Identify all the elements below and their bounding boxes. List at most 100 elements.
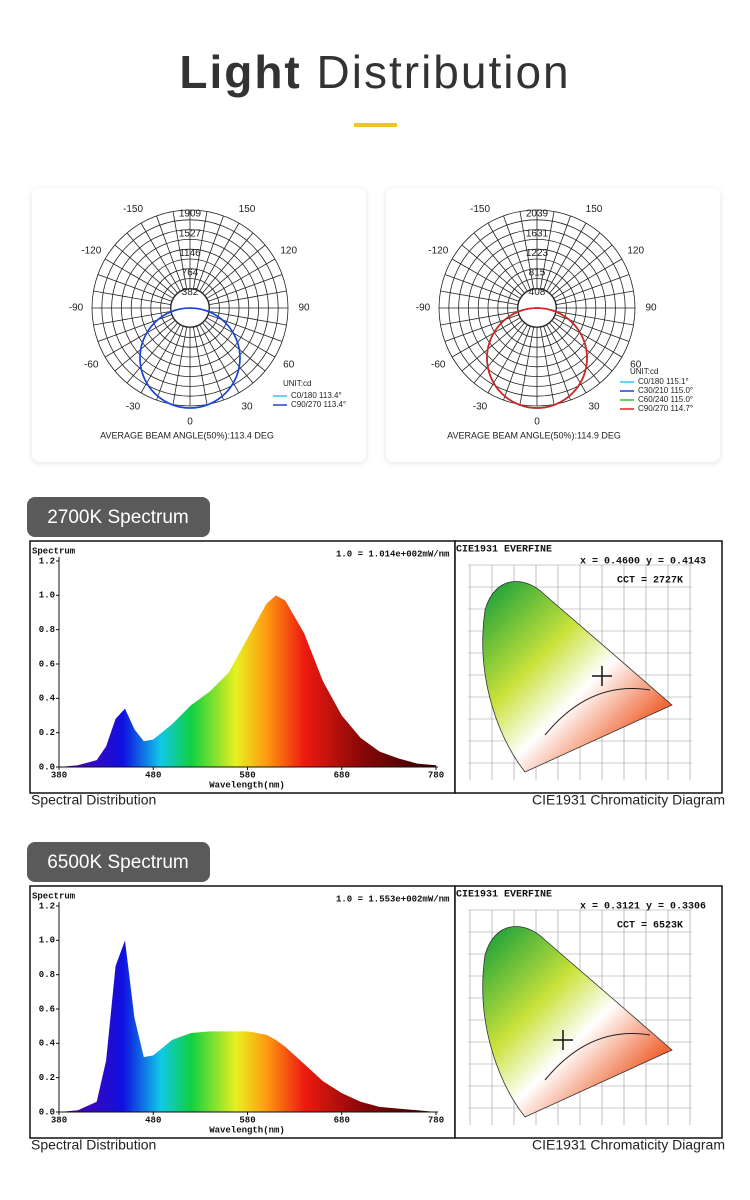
distribution-curve bbox=[486, 307, 588, 409]
angle-label: 0 bbox=[534, 417, 540, 428]
cie-locus bbox=[544, 1032, 651, 1081]
polar-spoke bbox=[172, 327, 187, 405]
polar-spoke bbox=[193, 211, 208, 289]
beam-angle-caption: AVERAGE BEAM ANGLE(50%):113.4 DEG bbox=[100, 430, 274, 440]
polar-spoke bbox=[549, 232, 601, 294]
polar-spoke bbox=[97, 274, 172, 302]
ring-label: 1527 bbox=[179, 228, 202, 239]
x-tick-label: 380 bbox=[51, 770, 67, 780]
polar-spoke bbox=[556, 311, 634, 326]
y-tick-label: 1.2 bbox=[39, 556, 55, 566]
y-tick-label: 1.0 bbox=[39, 936, 55, 946]
angle-label: -150 bbox=[470, 204, 490, 215]
polar-spoke bbox=[519, 327, 534, 405]
cie-horseshoe bbox=[482, 926, 673, 1118]
polar-spoke bbox=[549, 322, 601, 384]
x-tick-label: 580 bbox=[239, 770, 255, 780]
polar-spoke bbox=[555, 274, 630, 302]
polar-spoke bbox=[444, 274, 519, 302]
polar-spoke bbox=[519, 211, 534, 289]
polar-spoke bbox=[199, 222, 240, 292]
angle-label: -60 bbox=[84, 360, 99, 371]
polar-spoke bbox=[543, 215, 571, 290]
x-tick-label: 780 bbox=[428, 1115, 444, 1125]
y-title: Spectrum bbox=[32, 891, 76, 901]
x-tick-label: 380 bbox=[51, 1115, 67, 1125]
cie-title: CIE1931 EVERFINE bbox=[456, 545, 552, 556]
polar-spoke bbox=[546, 324, 587, 394]
polar-spoke bbox=[206, 317, 276, 358]
y-tick-label: 0.0 bbox=[39, 762, 55, 772]
y-tick-label: 0.2 bbox=[39, 1073, 55, 1083]
polar-spoke bbox=[543, 326, 571, 401]
spectrum-note: 1.0 = 1.014e+002mW/nm bbox=[336, 549, 450, 559]
polar-spoke bbox=[209, 311, 287, 326]
y-tick-label: 0.4 bbox=[39, 694, 56, 704]
angle-label: 150 bbox=[586, 204, 603, 215]
unit-label: UNIT:cd bbox=[283, 379, 311, 388]
y-tick-label: 0.2 bbox=[39, 728, 55, 738]
spectrum-area bbox=[59, 595, 436, 767]
legend-label: C60/240 115.0° bbox=[638, 395, 693, 404]
ring-label: 815 bbox=[529, 267, 546, 278]
ring-label: 408 bbox=[529, 287, 546, 298]
angle-label: -90 bbox=[69, 303, 84, 314]
polar-spoke bbox=[204, 320, 266, 372]
spectrum-note: 1.0 = 1.553e+002mW/nm bbox=[336, 894, 450, 904]
angle-label: 90 bbox=[298, 303, 310, 314]
y-tick-label: 0.8 bbox=[39, 970, 55, 980]
legend-label: C90/270 114.7° bbox=[638, 404, 693, 413]
polar-spoke bbox=[546, 222, 587, 292]
cie-locus bbox=[544, 687, 651, 736]
ring-label: 382 bbox=[182, 287, 199, 298]
angle-label: -120 bbox=[81, 246, 101, 257]
page-title: Light Distribution bbox=[179, 46, 570, 98]
y-tick-label: 0.6 bbox=[39, 1004, 55, 1014]
polar-spoke bbox=[553, 317, 623, 358]
angle-label: -30 bbox=[126, 401, 141, 412]
polar-spoke bbox=[104, 317, 174, 358]
ring-label: 1909 bbox=[179, 209, 202, 220]
x-title: Wavelength(nm) bbox=[209, 780, 285, 790]
x-tick-label: 480 bbox=[145, 770, 161, 780]
y-tick-label: 1.0 bbox=[39, 591, 55, 601]
y-title: Spectrum bbox=[32, 546, 76, 556]
x-title: Wavelength(nm) bbox=[209, 1125, 285, 1135]
polar-spoke bbox=[440, 311, 518, 326]
angle-label: 90 bbox=[645, 303, 657, 314]
beam-angle-caption: AVERAGE BEAM ANGLE(50%):114.9 DEG bbox=[447, 430, 621, 440]
polar-spoke bbox=[440, 290, 518, 305]
legend-label: C0/180 113.4° bbox=[291, 391, 342, 400]
angle-label: 120 bbox=[280, 246, 297, 257]
polar-spoke bbox=[208, 274, 283, 302]
polar-spoke bbox=[193, 327, 208, 405]
polar-spoke bbox=[126, 232, 178, 294]
polar-spoke bbox=[451, 258, 521, 299]
polar-spoke bbox=[540, 327, 555, 405]
polar-spoke bbox=[202, 232, 254, 294]
angle-label: 0 bbox=[187, 417, 193, 428]
x-tick-label: 580 bbox=[239, 1115, 255, 1125]
y-tick-label: 0.8 bbox=[39, 625, 55, 635]
legend-label: C0/180 115.1° bbox=[638, 377, 689, 386]
x-tick-label: 680 bbox=[334, 1115, 350, 1125]
polar-spoke bbox=[551, 244, 613, 296]
spectral-caption: Spectral Distribution bbox=[31, 1137, 156, 1153]
x-tick-label: 680 bbox=[334, 770, 350, 780]
distribution-curve bbox=[139, 307, 241, 409]
angle-label: -120 bbox=[428, 246, 448, 257]
polar-spoke bbox=[93, 290, 171, 305]
angle-label: 30 bbox=[588, 401, 600, 412]
polar-spoke bbox=[553, 258, 623, 299]
polar-spoke bbox=[199, 324, 240, 394]
polar-spoke bbox=[126, 322, 178, 384]
polar-spoke bbox=[451, 317, 521, 358]
polar-spoke bbox=[114, 244, 176, 296]
badge-label: 6500K Spectrum bbox=[47, 852, 189, 873]
cie-coords: x = 0.4600 y = 0.4143 bbox=[580, 557, 706, 568]
angle-label: 150 bbox=[239, 204, 256, 215]
angle-label: -60 bbox=[431, 360, 446, 371]
cie-coords: x = 0.3121 y = 0.3306 bbox=[580, 902, 706, 913]
y-tick-label: 0.6 bbox=[39, 659, 55, 669]
cie-title: CIE1931 EVERFINE bbox=[456, 890, 552, 901]
